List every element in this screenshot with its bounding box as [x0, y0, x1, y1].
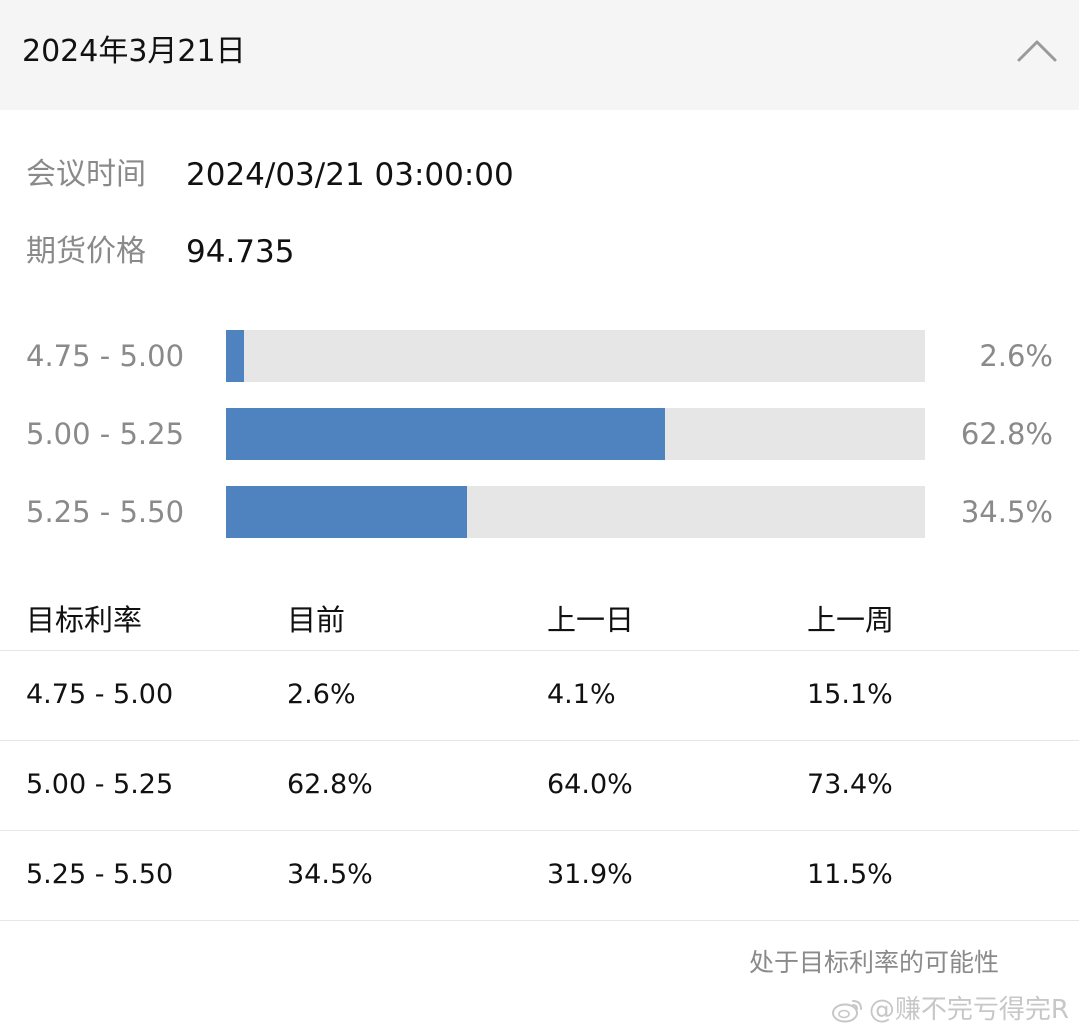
futures-price-value: 94.735	[186, 234, 295, 270]
cell-previous-week: 15.1%	[807, 679, 893, 710]
weibo-icon	[831, 1000, 862, 1023]
table-row: 4.75 - 5.00 2.6% 4.1% 15.1%	[0, 651, 1079, 741]
date-header[interactable]: 2024年3月21日	[0, 0, 1079, 110]
cell-previous-day: 64.0%	[547, 769, 633, 800]
bar-category-label: 4.75 - 5.00	[26, 339, 185, 373]
cell-current: 2.6%	[287, 679, 356, 710]
cell-current: 34.5%	[287, 859, 373, 890]
bar-category-label: 5.00 - 5.25	[26, 417, 185, 451]
futures-price-label: 期货价格	[26, 234, 146, 269]
probability-table: 目标利率 目前 上一日 上一周 4.75 - 5.00 2.6% 4.1% 15…	[0, 590, 1079, 921]
meeting-time-label: 会议时间	[26, 157, 146, 192]
bar-value-label: 62.8%	[960, 417, 1053, 451]
header-current: 目前	[287, 603, 346, 637]
header-target-rate: 目标利率	[26, 603, 143, 637]
bar-value-label: 34.5%	[960, 495, 1053, 529]
cell-previous-day: 31.9%	[547, 859, 633, 890]
bar-row-1: 5.00 - 5.25 62.8%	[0, 408, 1079, 460]
cell-previous-week: 11.5%	[807, 859, 893, 890]
cell-target-rate: 4.75 - 5.00	[26, 679, 174, 710]
cell-target-rate: 5.25 - 5.50	[26, 859, 174, 890]
watermark-text: @赚不完亏得完R	[868, 995, 1069, 1025]
cell-current: 62.8%	[287, 769, 373, 800]
date-title: 2024年3月21日	[22, 34, 246, 69]
chevron-up-icon[interactable]	[1015, 32, 1059, 72]
bar-value-label: 2.6%	[979, 339, 1053, 373]
bar-category-label: 5.25 - 5.50	[26, 495, 185, 529]
bar-track	[226, 408, 925, 460]
cell-target-rate: 5.00 - 5.25	[26, 769, 174, 800]
chart-footnote: 处于目标利率的可能性	[748, 948, 999, 977]
bar-track	[226, 330, 925, 382]
header-previous-week: 上一周	[807, 603, 895, 637]
cell-previous-week: 73.4%	[807, 769, 893, 800]
header-previous-day: 上一日	[547, 603, 635, 637]
cell-previous-day: 4.1%	[547, 679, 616, 710]
bar-fill	[226, 408, 665, 460]
watermark: @赚不完亏得完R	[831, 992, 1069, 1028]
bar-fill	[226, 486, 468, 538]
table-header-row: 目标利率 目前 上一日 上一周	[0, 590, 1079, 651]
bar-row-2: 5.25 - 5.50 34.5%	[0, 486, 1079, 538]
meeting-time-value: 2024/03/21 03:00:00	[186, 157, 514, 193]
bar-row-0: 4.75 - 5.00 2.6%	[0, 330, 1079, 382]
bar-fill	[226, 330, 245, 382]
bar-track	[226, 486, 925, 538]
table-row: 5.25 - 5.50 34.5% 31.9% 11.5%	[0, 831, 1079, 921]
table-row: 5.00 - 5.25 62.8% 64.0% 73.4%	[0, 741, 1079, 831]
